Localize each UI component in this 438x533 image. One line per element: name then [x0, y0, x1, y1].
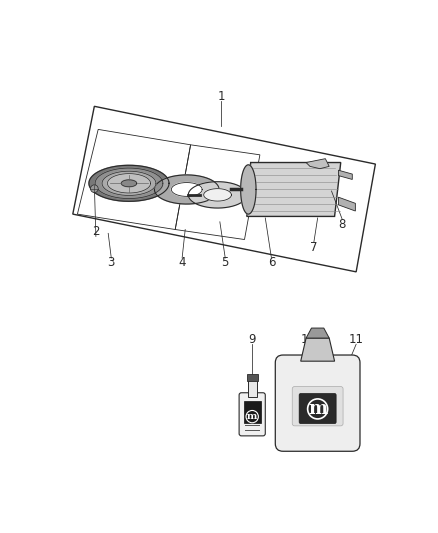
Polygon shape — [301, 338, 335, 361]
FancyBboxPatch shape — [299, 393, 336, 424]
FancyBboxPatch shape — [276, 355, 360, 451]
Text: 1: 1 — [218, 90, 225, 103]
Polygon shape — [188, 182, 247, 208]
Polygon shape — [171, 182, 202, 196]
Polygon shape — [339, 170, 352, 180]
Polygon shape — [155, 175, 219, 204]
Polygon shape — [102, 171, 156, 196]
Circle shape — [307, 399, 328, 419]
Polygon shape — [107, 174, 151, 193]
Bar — [244, 401, 261, 423]
Polygon shape — [204, 189, 231, 201]
Bar — [247, 374, 258, 381]
Polygon shape — [247, 163, 341, 216]
Polygon shape — [95, 168, 163, 199]
Text: 9: 9 — [248, 333, 256, 346]
Polygon shape — [240, 165, 256, 214]
Text: m: m — [247, 412, 258, 421]
Text: 3: 3 — [108, 256, 115, 269]
Text: 2: 2 — [92, 225, 99, 238]
Text: 4: 4 — [178, 256, 186, 269]
Polygon shape — [339, 197, 355, 211]
Text: m: m — [308, 400, 327, 418]
Text: 8: 8 — [339, 217, 346, 231]
FancyBboxPatch shape — [292, 386, 343, 426]
Text: 6: 6 — [268, 256, 275, 269]
Circle shape — [246, 410, 258, 423]
Circle shape — [91, 185, 98, 192]
Bar — [247, 379, 257, 397]
Text: 7: 7 — [310, 241, 318, 254]
Text: 10: 10 — [301, 333, 316, 346]
FancyBboxPatch shape — [239, 393, 265, 436]
Text: 5: 5 — [222, 256, 229, 269]
Polygon shape — [121, 180, 137, 187]
Polygon shape — [306, 159, 329, 168]
Text: 11: 11 — [349, 333, 364, 346]
Polygon shape — [89, 165, 169, 201]
Polygon shape — [306, 328, 329, 338]
